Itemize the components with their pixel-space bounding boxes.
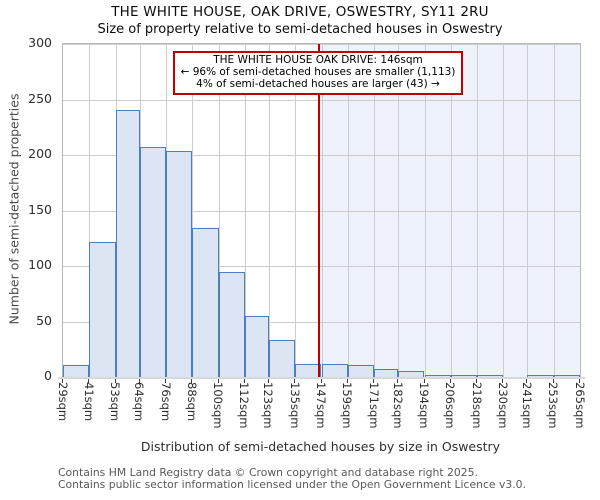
x-tick-mark xyxy=(88,379,90,383)
gridline-vertical xyxy=(503,44,505,377)
footer-line-1: Contains HM Land Registry data © Crown c… xyxy=(58,466,478,479)
x-tick-mark xyxy=(579,379,580,383)
x-tick-mark xyxy=(217,379,219,383)
x-tick-label: 123sqm xyxy=(261,382,276,429)
histogram-bar xyxy=(295,363,322,377)
x-tick-label: 230sqm xyxy=(495,382,510,429)
gridline-vertical xyxy=(89,44,91,377)
x-tick-mark xyxy=(449,379,451,383)
x-tick-label: 218sqm xyxy=(469,382,484,429)
x-tick-mark xyxy=(320,379,322,383)
y-tick-label: 50 xyxy=(36,312,52,328)
histogram-bar xyxy=(398,371,425,377)
x-tick-label: 100sqm xyxy=(211,382,225,429)
x-tick-label: 64sqm xyxy=(132,382,147,422)
x-tick-mark xyxy=(373,379,375,383)
x-tick-label: 159sqm xyxy=(340,382,355,429)
gridline-vertical xyxy=(398,44,400,377)
chart-subtitle: Size of property relative to semi-detach… xyxy=(97,22,503,37)
gridline-vertical xyxy=(321,44,323,377)
x-tick-mark xyxy=(502,379,504,383)
x-tick-label: 41sqm xyxy=(81,382,96,422)
x-tick-label: 112sqm xyxy=(237,382,252,429)
y-tick-label: 150 xyxy=(28,201,52,217)
x-tick-mark xyxy=(397,379,399,383)
histogram-bar xyxy=(115,109,140,377)
x-tick-label: 135sqm xyxy=(287,382,302,429)
x-tick-label: 182sqm xyxy=(390,382,405,429)
histogram-bar xyxy=(477,375,504,377)
gridline-vertical xyxy=(295,44,297,377)
histogram-bar xyxy=(268,340,296,377)
x-tick-label: 88sqm xyxy=(184,382,199,422)
gridline-vertical xyxy=(477,44,478,377)
y-tick-label: 300 xyxy=(28,35,52,50)
x-tick-mark xyxy=(423,379,425,383)
property-size-marker-line xyxy=(318,44,321,377)
gridline-vertical xyxy=(268,44,270,377)
x-tick-label: 29sqm xyxy=(55,382,70,422)
gridline-vertical xyxy=(192,44,194,377)
gridline-vertical xyxy=(374,44,376,377)
histogram-bar xyxy=(63,364,90,377)
plot-area xyxy=(62,43,581,378)
x-tick-mark xyxy=(165,379,166,383)
y-tick-label: 100 xyxy=(28,257,52,272)
y-tick-label: 250 xyxy=(28,90,52,106)
x-tick-label: 206sqm xyxy=(443,382,458,429)
chart-title: THE WHITE HOUSE, OAK DRIVE, OSWESTRY, SY… xyxy=(111,4,489,20)
x-tick-mark xyxy=(62,379,63,383)
x-tick-mark xyxy=(526,379,528,383)
footer: Contains HM Land Registry data © Crown c… xyxy=(58,467,526,490)
x-tick-label: 147sqm xyxy=(314,382,328,429)
x-axis-line xyxy=(58,377,585,379)
histogram-bar xyxy=(424,374,451,377)
histogram-bar xyxy=(244,315,269,377)
x-tick-mark xyxy=(138,379,140,383)
x-tick-label: 53sqm xyxy=(108,382,123,422)
histogram-bar xyxy=(321,363,348,377)
gridline-vertical xyxy=(347,44,349,377)
y-tick-label: 0 xyxy=(44,368,52,383)
x-tick-mark xyxy=(243,379,245,383)
histogram-bar xyxy=(374,369,399,377)
histogram-bar xyxy=(553,374,580,377)
gridline-vertical xyxy=(450,44,452,377)
histogram-bar xyxy=(218,271,245,377)
x-axis-label: Distribution of semi-detached houses by … xyxy=(140,439,501,454)
histogram-bar xyxy=(347,364,375,377)
histogram-bar xyxy=(527,375,554,377)
gridline-vertical xyxy=(244,44,246,377)
annotation-line-2: ← 96% of semi-detached houses are smalle… xyxy=(180,65,456,78)
footer-line-2: Contains public sector information licen… xyxy=(58,477,526,491)
x-tick-mark xyxy=(552,379,554,383)
x-tick-mark xyxy=(114,379,116,383)
x-tick-label: 171sqm xyxy=(366,382,381,429)
annotation-line-1: THE WHITE HOUSE OAK DRIVE: 146sqm xyxy=(213,54,423,66)
x-tick-mark xyxy=(267,379,269,383)
gridline-vertical xyxy=(218,44,220,377)
marker-annotation-box: THE WHITE HOUSE OAK DRIVE: 146sqm ← 96% … xyxy=(173,51,463,96)
histogram-bar xyxy=(450,375,478,377)
y-tick-label: 200 xyxy=(28,146,52,161)
histogram-bar xyxy=(139,147,166,377)
x-tick-mark xyxy=(346,379,348,383)
x-tick-label: 265sqm xyxy=(572,382,587,429)
histogram-bar xyxy=(89,241,116,377)
histogram-bar xyxy=(192,228,219,377)
gridline-vertical xyxy=(553,44,555,377)
x-tick-label: 253sqm xyxy=(546,382,561,429)
x-tick-mark xyxy=(191,379,193,383)
histogram-bar xyxy=(166,150,193,377)
x-tick-label: 194sqm xyxy=(417,382,431,429)
gridline-vertical xyxy=(527,44,529,377)
annotation-line-3: 4% of semi-detached houses are larger (4… xyxy=(196,77,440,90)
gridline-vertical xyxy=(424,44,426,377)
x-tick-label: 76sqm xyxy=(158,382,173,422)
x-tick-mark xyxy=(294,379,296,383)
x-tick-mark xyxy=(476,379,477,383)
x-tick-label: 241sqm xyxy=(519,382,534,429)
